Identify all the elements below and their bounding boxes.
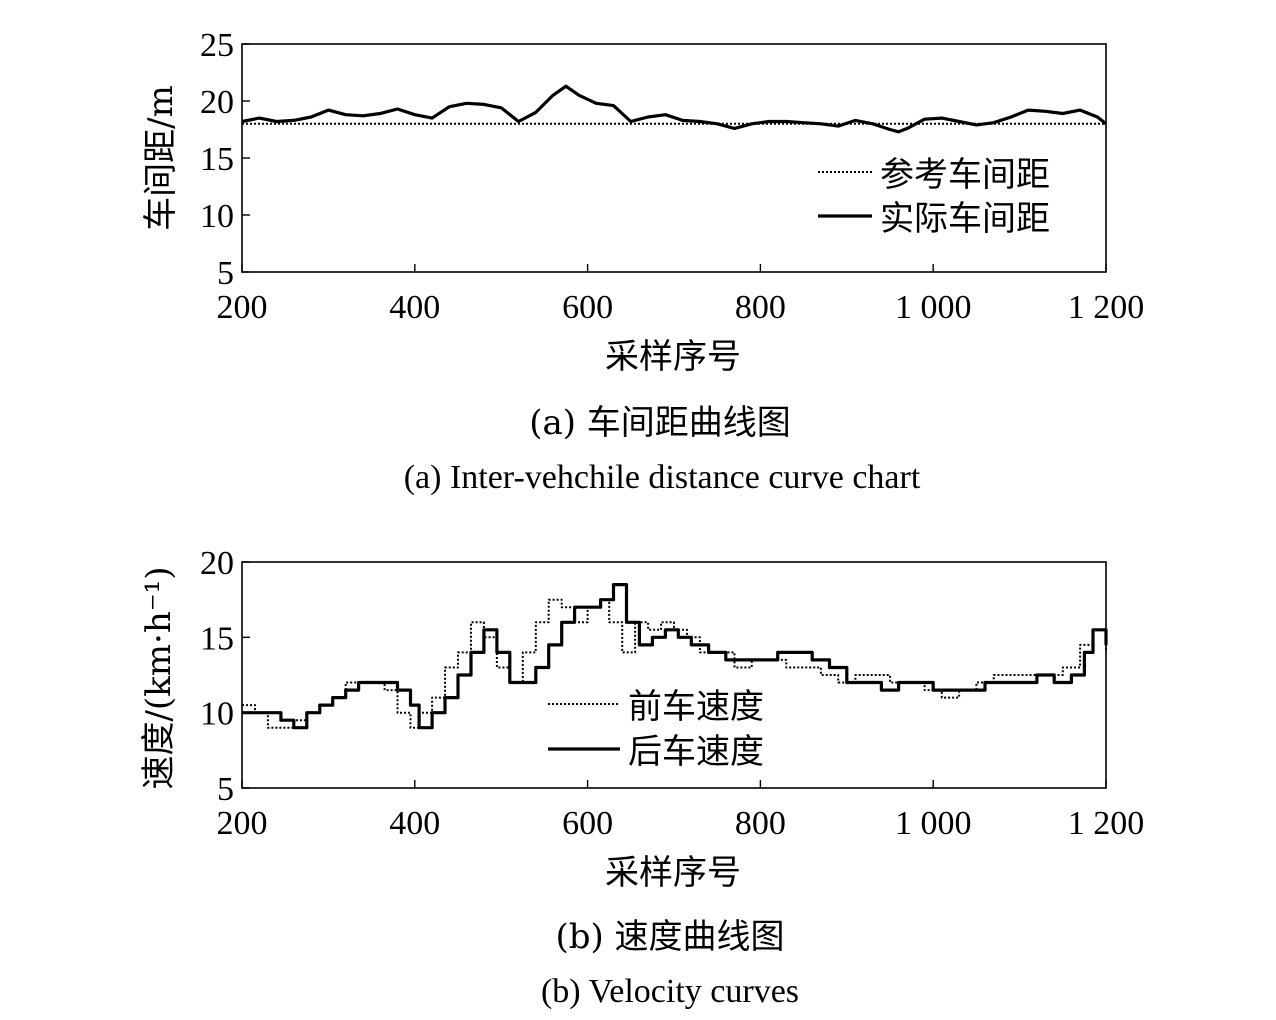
velocity-legend-label: 前车速度 [628,687,764,727]
velocity-x-tick-label: 1 000 [895,805,972,842]
distance-x-tick-label: 1 000 [895,289,972,326]
velocity-caption-cn: (b) 速度曲线图 [555,917,784,957]
velocity-y-tick-label: 20 [200,545,234,582]
velocity-series-line-dotted [242,598,1107,729]
velocity-caption-en: (b) Velocity curves [541,973,799,1010]
distance-x-tick-label: 600 [562,289,613,326]
velocity-x-tick-label: 800 [735,805,786,842]
distance-y-tick-label: 15 [200,141,234,178]
distance-x-tick-label: 200 [217,289,268,326]
distance-x-tick-label: 400 [389,289,440,326]
distance-x-tick-label: 1 200 [1068,289,1145,326]
velocity-series [242,583,1108,730]
velocity-y-tick-label: 5 [217,771,234,808]
velocity-x-tick-label: 400 [389,805,440,842]
distance-axis-ticks: 200 400 600 800 1 000 1 200 5 10 15 20 25 [200,27,1144,326]
velocity-legend-label: 后车速度 [628,732,764,772]
distance-y-tick-label: 10 [200,198,234,235]
distance-chart: 200 400 600 800 1 000 1 200 5 10 15 20 25 参考车间距实际车… [141,27,1144,496]
velocity-y-axis-label: 速度/(km·h⁻¹) [139,566,179,789]
distance-y-tick-label: 25 [200,27,234,64]
velocity-x-tick-label: 1 200 [1068,805,1145,842]
velocity-axis-ticks: 200 400 600 800 1 000 1 200 5 10 15 20 [200,545,1144,842]
distance-legend-label: 参考车间距 [880,155,1050,195]
distance-series [241,84,1107,134]
distance-y-axis-label: 车间距/m [141,85,181,231]
distance-x-axis-label: 采样序号 [605,337,741,377]
distance-y-tick-label: 20 [200,84,234,121]
distance-x-tick-label: 800 [735,289,786,326]
velocity-plot-frame [241,561,1107,789]
distance-legend-label: 实际车间距 [880,199,1050,239]
distance-caption-cn: (a) 车间距曲线图 [529,403,791,443]
velocity-x-tick-label: 600 [562,805,613,842]
velocity-series-line-solid [242,583,1108,730]
velocity-y-tick-label: 15 [200,620,234,657]
velocity-x-axis-label: 采样序号 [605,853,741,893]
distance-caption-en: (a) Inter-vehchile distance curve chart [404,459,921,496]
velocity-y-tick-label: 10 [200,696,234,733]
distance-series-line-solid [241,84,1107,134]
velocity-x-tick-label: 200 [217,805,268,842]
distance-y-tick-label: 5 [217,255,234,292]
